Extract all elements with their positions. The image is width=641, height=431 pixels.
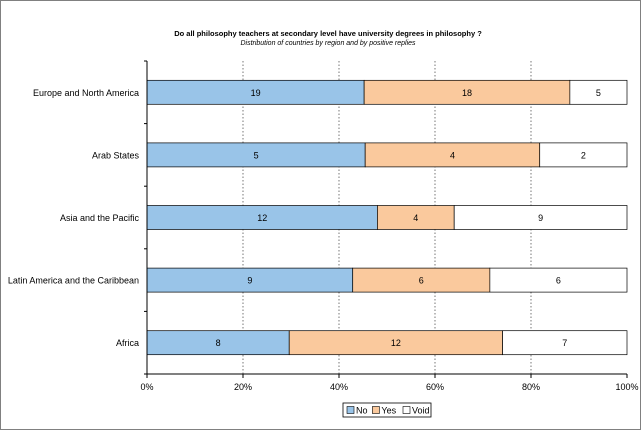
x-tick-label: 0% [140,382,153,392]
x-tick-label: 60% [426,382,444,392]
data-label: 12 [391,338,401,348]
category-label: Arab States [92,150,140,160]
data-label: 5 [254,150,259,160]
category-label: Africa [116,338,139,348]
bar-segment-void [489,267,628,293]
bar-segment-no [146,267,354,293]
x-tick-label: 40% [330,382,348,392]
data-label: 4 [413,213,418,223]
data-label: 5 [596,88,601,98]
category-label: Europe and North America [33,88,139,98]
data-label: 7 [562,338,567,348]
data-label: 9 [538,213,543,223]
bar-segment-no [146,79,365,105]
legend-label-void: Void [412,406,430,416]
data-label: 19 [251,88,261,98]
chart-subtitle: Distribution of countries by region and … [240,40,416,47]
data-label: 6 [556,276,561,286]
data-label: 6 [419,276,424,286]
bar-segment-yes [363,79,571,105]
category-label: Latin America and the Caribbean [8,276,139,286]
data-label: 4 [450,150,455,160]
data-label: 18 [462,88,472,98]
bar-segment-yes [377,205,455,230]
bar-segment-void [569,79,628,105]
bar-segment-no [146,205,378,230]
bar-segment-void [539,142,628,168]
x-tick-label: 100% [615,382,638,392]
bar-segment-no [146,142,366,168]
data-label: 9 [247,276,252,286]
category-label: Asia and the Pacific [60,213,140,223]
data-label: 8 [216,338,221,348]
data-label: 2 [581,150,586,160]
legend: No Yes Void [342,402,432,418]
bar-segment-void [502,330,628,356]
bars: 19 18 5 5 4 2 12 4 9 9 6 6 8 12 7 [146,79,628,356]
legend-label-no: No [356,406,368,416]
bar-segment-void [453,205,628,230]
axes: Europe and North America Arab States Asia … [8,60,639,392]
chart-title: Do all philosophy teachers at secondary … [174,29,482,38]
data-label: 12 [257,213,267,223]
bar-segment-no [146,330,290,356]
bar-segment-yes [288,330,503,356]
bar-segment-yes [364,142,541,168]
legend-swatch-void [402,406,411,414]
x-tick-label: 20% [234,382,252,392]
legend-swatch-no [346,406,355,414]
legend-label-yes: Yes [381,406,396,416]
legend-swatch-yes [372,406,380,414]
x-tick-label: 80% [522,382,540,392]
